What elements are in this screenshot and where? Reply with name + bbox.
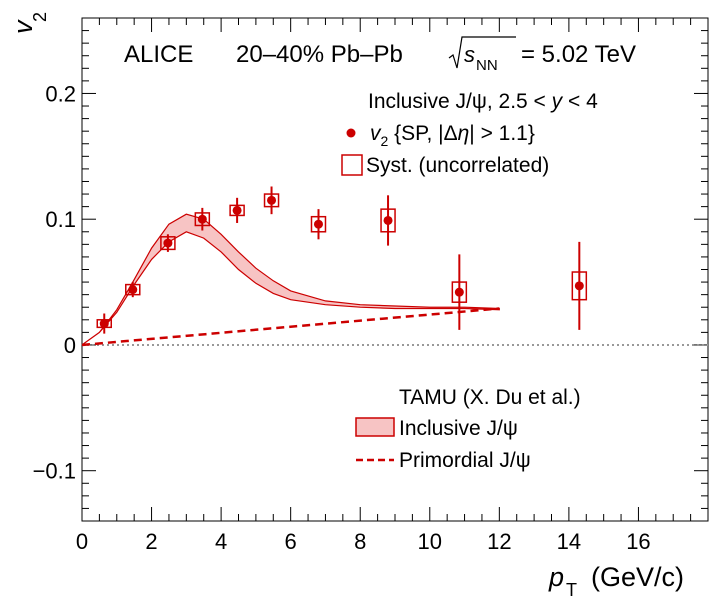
selection-label: Inclusive J/ψ, 2.5 < y < 4 [368,90,598,113]
x-tick-label: 10 [418,529,442,554]
data-point [454,287,464,297]
svg-text:T: T [566,580,577,600]
svg-text:NN: NN [476,57,498,74]
svg-text:v: v [8,19,38,34]
experiment-label: ALICE [124,41,193,68]
data-point [232,205,242,215]
y-tick-label: 0.2 [45,81,76,106]
legend-marker-v2 [346,128,356,138]
x-tick-label: 2 [145,529,157,554]
legend-label-primordial: Primordial J/ψ [399,449,531,472]
legend-label-inclusive: Inclusive J/ψ [399,417,518,440]
x-tick-label: 4 [215,529,227,554]
y-tick-label: 0 [64,333,76,358]
data-point [99,319,109,329]
legend-label-v2: v2 {SP, |Δη| > 1.1} [370,122,535,149]
x-tick-label: 8 [354,529,366,554]
x-tick-label: 14 [557,529,581,554]
legend-label-syst: Syst. (uncorrelated) [366,154,549,177]
data-point [197,214,207,224]
data-point [128,285,138,295]
svg-text:s: s [464,42,475,67]
legend-band-inclusive [355,417,395,437]
x-tick-label: 0 [76,529,88,554]
energy-label: s NN = 5.02 TeV [448,36,636,74]
x-tick-label: 6 [285,529,297,554]
model-source-label: TAMU (X. Du et al.) [399,386,581,409]
x-tick-label: 12 [487,529,511,554]
y-tick-label: 0.1 [45,207,76,232]
data-point [267,195,277,205]
x-axis-unit: (GeV/c) [591,562,684,592]
legend-marker-syst [341,154,363,176]
data-point [313,219,323,229]
data-point [574,281,584,291]
legend-data: v2 {SP, |Δη| > 1.1} Syst. (uncorrelated) [341,122,549,177]
y-axis-title: v 2 [8,12,50,34]
inclusive-band [81,213,500,346]
svg-text:2: 2 [30,12,50,22]
data-point [383,215,393,225]
energy-value: = 5.02 TeV [521,41,636,68]
svg-text:p: p [548,562,564,592]
primordial-line [81,307,500,347]
axes: 0 2 4 6 8 10 12 14 16 −0.1 0 0.1 0.2 [33,18,708,554]
model-curves [81,213,500,347]
data-points [96,186,588,334]
x-axis-title: p T (GeV/c) [548,562,684,600]
legend-model: TAMU (X. Du et al.) Inclusive J/ψ Primor… [355,386,581,472]
data-point [163,238,173,248]
x-tick-label: 16 [626,529,650,554]
collision-system-label: 20–40% Pb–Pb [236,41,403,68]
y-tick-label: −0.1 [33,459,76,484]
